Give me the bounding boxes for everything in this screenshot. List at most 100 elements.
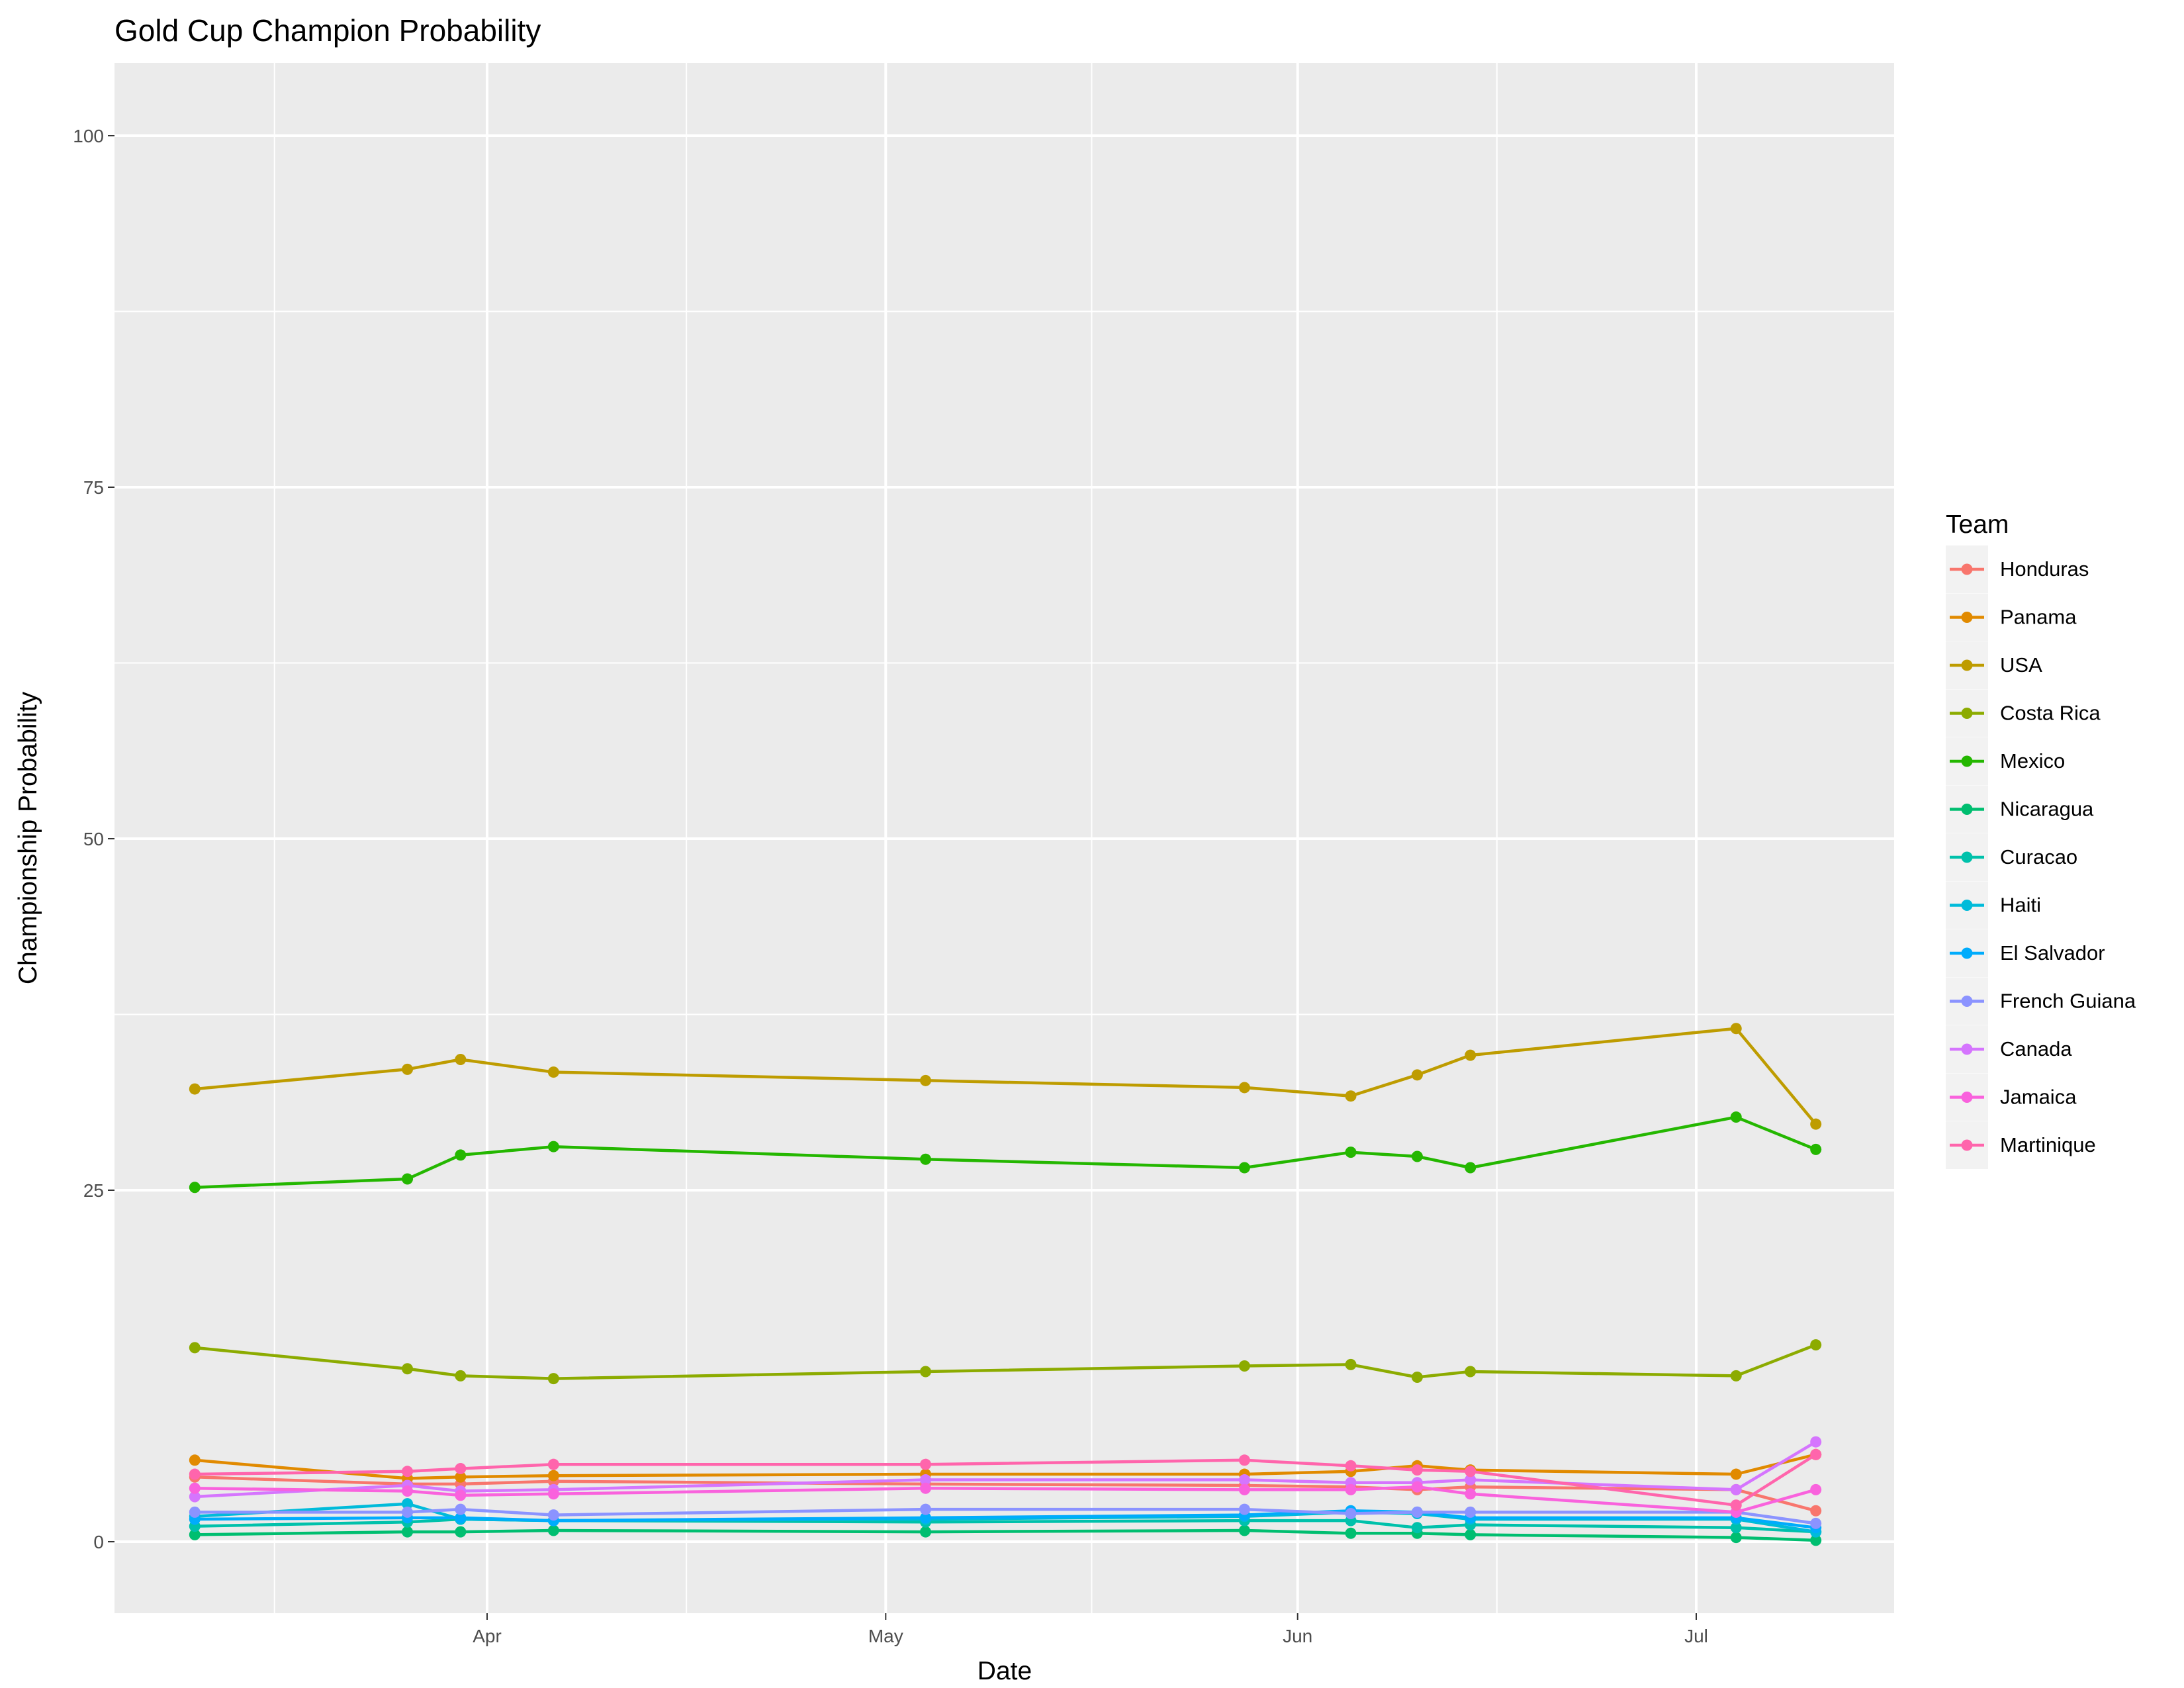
data-point <box>1411 1150 1423 1162</box>
legend-key-point <box>1961 1092 1973 1103</box>
data-point <box>920 1458 932 1470</box>
legend-key-point <box>1961 659 1973 671</box>
data-point <box>1465 1466 1477 1477</box>
legend-key-point <box>1961 755 1973 767</box>
data-point <box>1238 1524 1250 1536</box>
legend-key-point <box>1961 563 1973 575</box>
data-point <box>1465 1488 1477 1500</box>
data-point <box>455 1149 467 1161</box>
x-axis-label: Date <box>978 1657 1032 1685</box>
data-point <box>920 1526 932 1538</box>
legend-item: Nicaragua <box>1946 785 2094 833</box>
data-point <box>402 1506 414 1518</box>
series-group <box>189 1023 1822 1546</box>
x-tick-label: Apr <box>473 1626 502 1646</box>
data-point <box>920 1512 932 1524</box>
data-point <box>1810 1483 1822 1495</box>
series-costa-rica <box>189 1339 1822 1385</box>
data-point <box>1411 1506 1423 1518</box>
legend-label: Mexico <box>2000 749 2065 773</box>
legend-item: Jamaica <box>1946 1073 2077 1121</box>
series-usa <box>189 1023 1822 1130</box>
legend-key-point <box>1961 851 1973 863</box>
data-point <box>1730 1483 1742 1495</box>
data-point <box>189 1482 201 1494</box>
data-point <box>1465 1049 1477 1061</box>
legend-label: Costa Rica <box>2000 702 2101 725</box>
data-point <box>402 1363 414 1375</box>
legend-item: Martinique <box>1946 1121 2096 1169</box>
data-point <box>1238 1474 1250 1486</box>
data-point <box>455 1370 467 1382</box>
legend-label: Panama <box>2000 606 2077 629</box>
data-point <box>547 1066 559 1078</box>
legend-label: Jamaica <box>2000 1086 2077 1109</box>
data-point <box>1345 1090 1357 1102</box>
data-point <box>1730 1023 1742 1035</box>
legend-item: French Guiana <box>1946 977 2136 1025</box>
data-point <box>455 1512 467 1524</box>
legend-item: Costa Rica <box>1946 689 2101 737</box>
x-tick-label: May <box>868 1626 903 1646</box>
data-point <box>1730 1111 1742 1123</box>
chart-title: Gold Cup Champion Probability <box>114 13 541 48</box>
data-point <box>1411 1481 1423 1493</box>
data-point <box>920 1153 932 1165</box>
data-point <box>1345 1460 1357 1472</box>
data-point <box>1238 1503 1250 1515</box>
x-tick-label: Jun <box>1283 1626 1312 1646</box>
legend-key-point <box>1961 1043 1973 1055</box>
data-point <box>455 1526 467 1538</box>
legend-item: Curacao <box>1946 833 2077 881</box>
data-point <box>189 1182 201 1194</box>
data-point <box>1345 1358 1357 1370</box>
series-martinique <box>189 1448 1822 1511</box>
legend-label: Curacao <box>2000 845 2077 868</box>
data-point <box>1345 1508 1357 1520</box>
data-point <box>1465 1528 1477 1540</box>
data-point <box>1810 1517 1822 1529</box>
legend-key-point <box>1961 947 1973 959</box>
data-point <box>1810 1143 1822 1155</box>
data-point <box>455 1053 467 1065</box>
series-french-guiana <box>189 1503 1822 1529</box>
legend-label: French Guiana <box>2000 990 2136 1013</box>
data-point <box>920 1366 932 1378</box>
legend-label: Nicaragua <box>2000 798 2094 821</box>
legend-title: Team <box>1946 510 2009 539</box>
data-point <box>1730 1370 1742 1382</box>
data-point <box>1238 1082 1250 1094</box>
data-point <box>1810 1534 1822 1546</box>
data-point <box>1411 1371 1423 1383</box>
data-point <box>455 1489 467 1501</box>
data-point <box>1730 1532 1742 1544</box>
data-point <box>1238 1360 1250 1372</box>
grid-lines <box>114 63 1894 1613</box>
data-point <box>1810 1448 1822 1460</box>
data-point <box>1730 1522 1742 1534</box>
legend-key-point <box>1961 804 1973 815</box>
data-point <box>547 1470 559 1481</box>
data-point <box>920 1482 932 1494</box>
data-point <box>1411 1522 1423 1534</box>
data-point <box>1411 1069 1423 1081</box>
legend-key-point <box>1961 612 1973 623</box>
legend: Team Honduras Panama USA Costa Rica Mexico Ni… <box>1946 510 2136 1169</box>
data-point <box>547 1141 559 1152</box>
legend-item: USA <box>1946 641 2042 689</box>
data-point <box>455 1463 467 1475</box>
data-point <box>547 1458 559 1470</box>
data-point <box>1465 1474 1477 1486</box>
data-point <box>1238 1483 1250 1495</box>
legend-label: USA <box>2000 653 2042 677</box>
legend-key-point <box>1961 996 1973 1007</box>
data-point <box>920 1503 932 1515</box>
data-point <box>189 1506 201 1518</box>
data-point <box>547 1488 559 1500</box>
data-point <box>1465 1162 1477 1174</box>
data-point <box>547 1509 559 1521</box>
data-point <box>455 1471 467 1483</box>
legend-label: Haiti <box>2000 894 2041 917</box>
data-point <box>1810 1505 1822 1517</box>
